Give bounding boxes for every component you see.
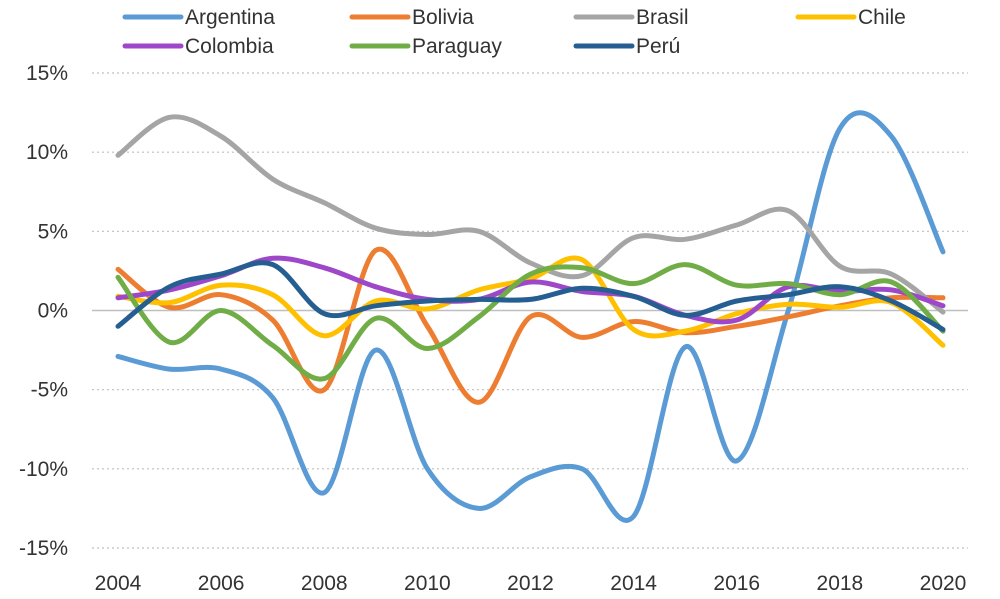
series-line-argentina bbox=[115, 110, 946, 523]
series-lines bbox=[115, 110, 946, 523]
x-tick-label: 2006 bbox=[198, 572, 245, 595]
series-line-peru bbox=[115, 260, 946, 332]
x-tick-label: 2004 bbox=[95, 572, 142, 595]
legend-label-brasil: Brasil bbox=[636, 6, 689, 29]
y-tick-label: 5% bbox=[38, 220, 68, 243]
y-tick-label: -5% bbox=[31, 379, 68, 402]
axis-labels: 15% 10% 5% 0% -5% -10% -15% 2004 2006 2008 2010 201… bbox=[19, 62, 966, 595]
y-tick-label: -15% bbox=[19, 537, 68, 560]
x-tick-label: 2012 bbox=[507, 572, 554, 595]
series-line-paraguay bbox=[115, 262, 946, 382]
x-tick-label: 2016 bbox=[713, 572, 760, 595]
x-tick-label: 2010 bbox=[404, 572, 451, 595]
legend-label-bolivia: Bolivia bbox=[412, 6, 474, 29]
legend-label-chile: Chile bbox=[858, 6, 906, 29]
x-tick-label: 2020 bbox=[920, 572, 967, 595]
x-tick-label: 2014 bbox=[610, 572, 657, 595]
legend-label-argentina: Argentina bbox=[185, 6, 275, 29]
legend-label-peru: Perú bbox=[636, 35, 680, 58]
y-tick-label: 10% bbox=[26, 141, 68, 164]
series-line-chile bbox=[115, 255, 946, 348]
x-tick-label: 2008 bbox=[301, 572, 348, 595]
legend-label-paraguay: Paraguay bbox=[412, 35, 502, 58]
x-tick-label: 2018 bbox=[817, 572, 864, 595]
legend-label-colombia: Colombia bbox=[185, 35, 274, 58]
legend: Argentina Bolivia Brasil Chile Colombia Parag… bbox=[122, 6, 906, 58]
y-tick-label: -10% bbox=[19, 458, 68, 481]
y-tick-label: 15% bbox=[26, 62, 68, 85]
series-line-brasil bbox=[115, 114, 946, 315]
series-line-bolivia bbox=[115, 246, 946, 405]
y-tick-label: 0% bbox=[38, 300, 68, 323]
